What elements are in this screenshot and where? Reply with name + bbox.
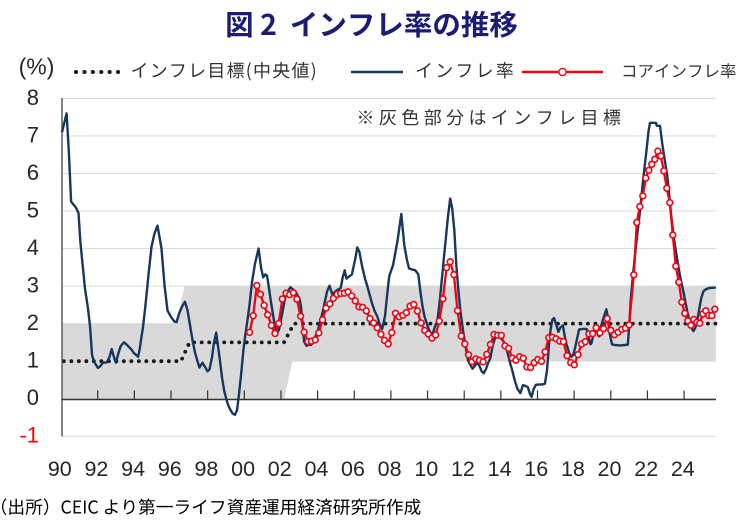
svg-text:4: 4	[27, 235, 39, 260]
svg-text:5: 5	[27, 198, 39, 223]
svg-text:2: 2	[27, 310, 39, 335]
svg-text:04: 04	[304, 457, 328, 481]
svg-text:94: 94	[121, 457, 145, 481]
svg-text:18: 18	[561, 457, 585, 481]
svg-text:8: 8	[27, 85, 39, 110]
svg-text:06: 06	[341, 457, 365, 481]
svg-text:7: 7	[27, 122, 39, 147]
svg-text:(%): (%)	[19, 54, 55, 80]
svg-text:90: 90	[48, 457, 72, 481]
svg-text:02: 02	[268, 457, 292, 481]
svg-text:0: 0	[27, 385, 39, 410]
svg-text:12: 12	[451, 457, 475, 481]
svg-text:16: 16	[524, 457, 548, 481]
svg-text:-1: -1	[19, 423, 39, 448]
svg-text:24: 24	[671, 457, 695, 481]
svg-text:00: 00	[231, 457, 255, 481]
svg-text:10: 10	[414, 457, 438, 481]
svg-text:3: 3	[27, 273, 39, 298]
svg-text:92: 92	[84, 457, 108, 481]
svg-text:08: 08	[378, 457, 402, 481]
svg-text:22: 22	[634, 457, 658, 481]
svg-text:14: 14	[488, 457, 512, 481]
svg-text:1: 1	[27, 348, 39, 373]
svg-text:98: 98	[194, 457, 218, 481]
svg-text:20: 20	[598, 457, 622, 481]
svg-text:6: 6	[27, 160, 39, 185]
svg-text:96: 96	[158, 457, 182, 481]
